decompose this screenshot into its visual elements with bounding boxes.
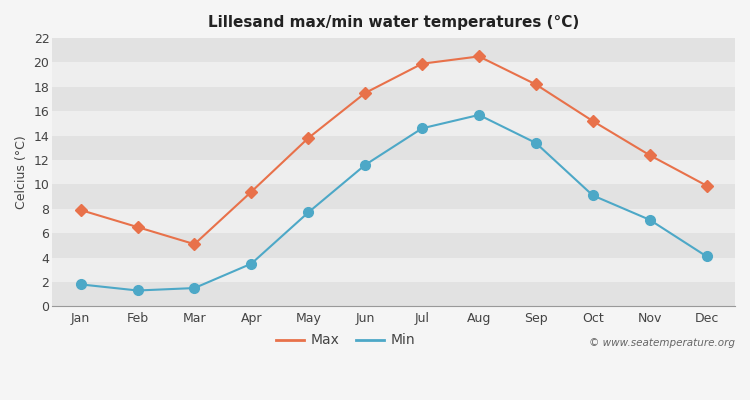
Title: Lillesand max/min water temperatures (°C): Lillesand max/min water temperatures (°C… <box>208 15 579 30</box>
Bar <box>53 184 735 209</box>
Y-axis label: Celcius (°C): Celcius (°C) <box>15 135 28 209</box>
Bar <box>53 282 735 306</box>
Bar <box>53 258 735 282</box>
Bar <box>53 38 735 62</box>
Text: © www.seatemperature.org: © www.seatemperature.org <box>589 338 735 348</box>
Bar <box>53 209 735 233</box>
Bar <box>53 136 735 160</box>
Legend: Max, Min: Max, Min <box>271 328 422 353</box>
Bar <box>53 111 735 136</box>
Bar <box>53 233 735 258</box>
Bar <box>53 62 735 87</box>
Bar <box>53 87 735 111</box>
Bar <box>53 160 735 184</box>
